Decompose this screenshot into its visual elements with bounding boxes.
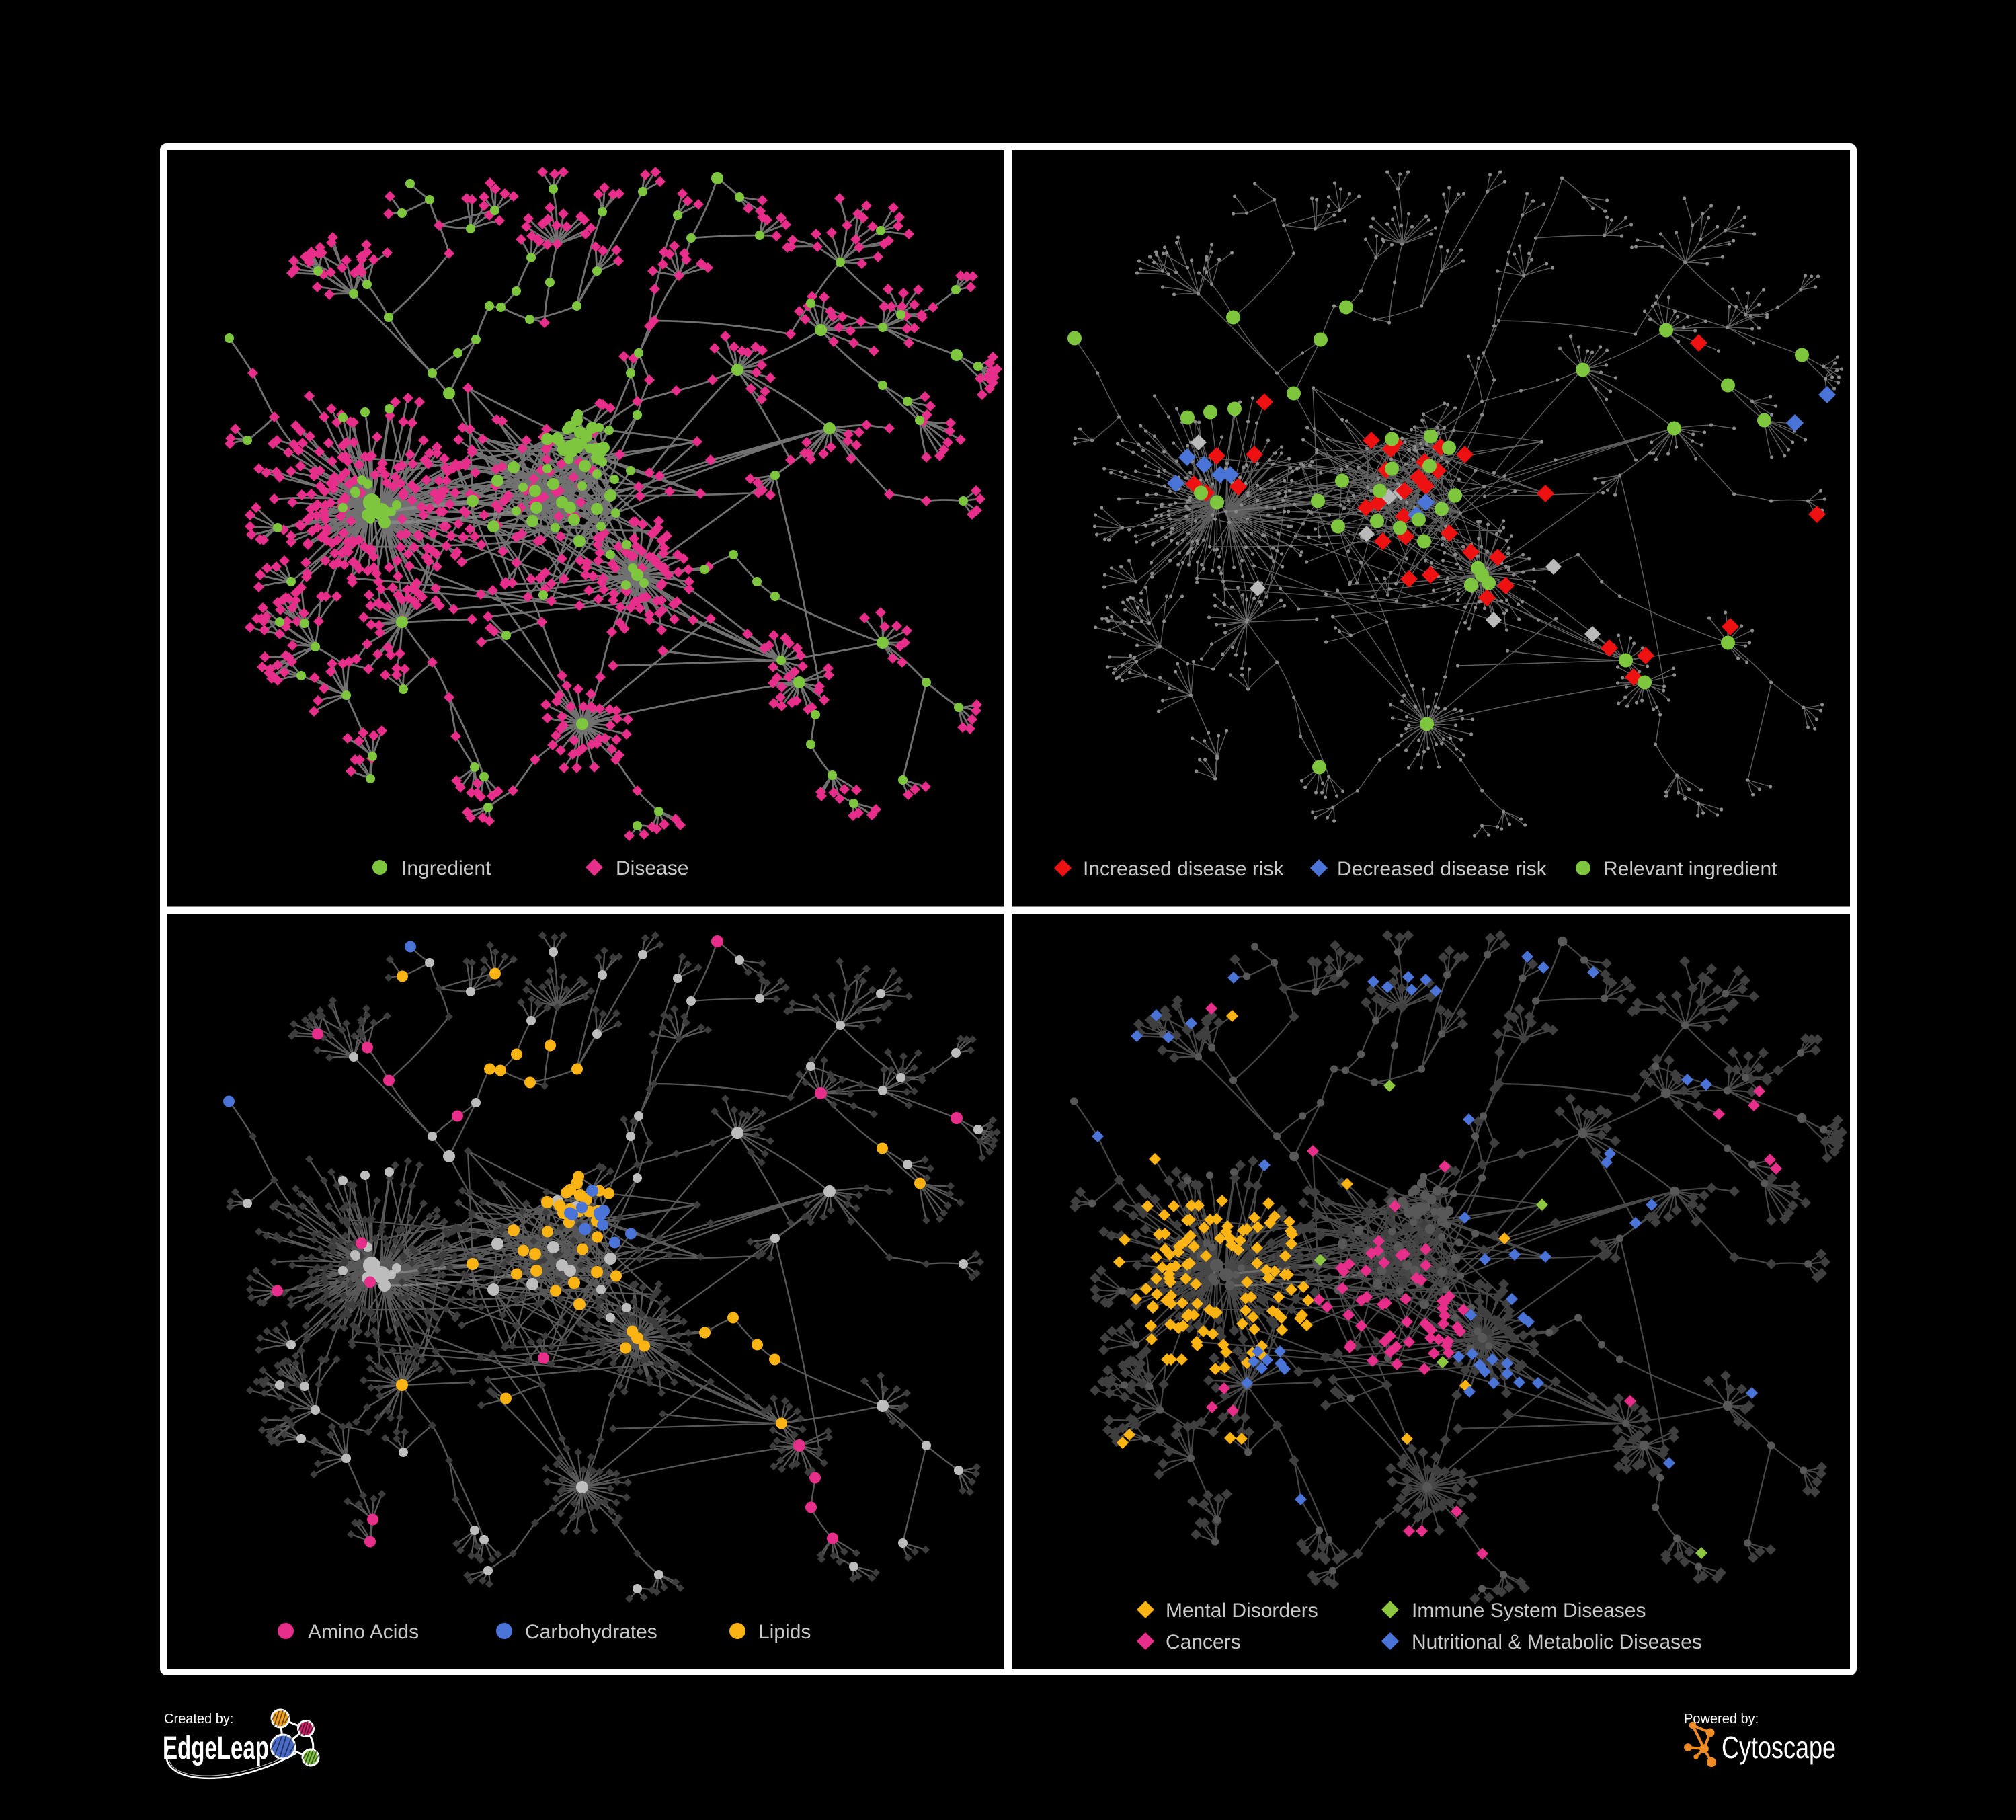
svg-text:Carbohydrates: Carbohydrates <box>525 1621 657 1643</box>
svg-text:Disease: Disease <box>616 857 688 879</box>
svg-text:Powered by:: Powered by: <box>1684 1712 1759 1727</box>
svg-text:Increased disease risk: Increased disease risk <box>1083 858 1284 880</box>
svg-text:Immune System Diseases: Immune System Diseases <box>1412 1599 1646 1622</box>
svg-text:Lipids: Lipids <box>758 1621 811 1643</box>
svg-text:Created by:: Created by: <box>164 1712 233 1727</box>
svg-text:Cytoscape: Cytoscape <box>1722 1730 1836 1765</box>
svg-text:Decreased disease risk: Decreased disease risk <box>1337 858 1547 880</box>
svg-text:Nutritional & Metabolic Diseas: Nutritional & Metabolic Diseases <box>1412 1631 1702 1653</box>
svg-text:Ingredient: Ingredient <box>401 857 491 879</box>
svg-text:Cancers: Cancers <box>1166 1631 1241 1653</box>
svg-text:Mental Disorders: Mental Disorders <box>1166 1599 1318 1622</box>
svg-text:Amino Acids: Amino Acids <box>308 1621 419 1643</box>
svg-text:Relevant ingredient: Relevant ingredient <box>1603 858 1777 880</box>
svg-text:EdgeLeap: EdgeLeap <box>163 1731 269 1766</box>
